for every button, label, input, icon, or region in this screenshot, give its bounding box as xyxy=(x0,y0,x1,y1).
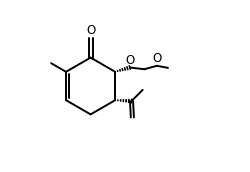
Text: O: O xyxy=(125,54,134,67)
Text: O: O xyxy=(86,24,95,37)
Text: O: O xyxy=(152,52,162,65)
